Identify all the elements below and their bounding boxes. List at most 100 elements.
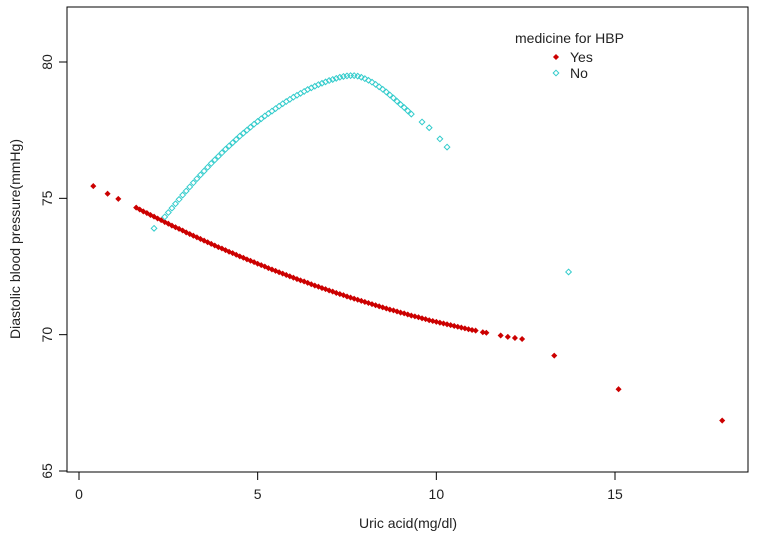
data-point: [204, 163, 212, 171]
data-point: [332, 74, 340, 82]
data-point: [368, 78, 376, 86]
data-point: [440, 320, 447, 327]
x-tick-label: 15: [607, 486, 623, 502]
data-point: [336, 73, 344, 81]
data-point: [354, 296, 361, 303]
data-point: [225, 142, 233, 150]
data-point: [375, 83, 383, 91]
data-point: [243, 256, 250, 263]
data-point: [390, 307, 397, 314]
data-point: [276, 269, 283, 276]
data-point: [318, 285, 326, 292]
data-point: [419, 315, 426, 322]
data-point: [254, 260, 261, 267]
data-point: [297, 89, 305, 97]
data-point: [239, 129, 247, 137]
data-point: [444, 321, 451, 328]
data-point: [418, 118, 426, 126]
data-point: [247, 123, 255, 131]
data-point: [233, 251, 240, 258]
data-point: [150, 224, 158, 232]
data-point: [282, 98, 290, 106]
data-point: [357, 73, 365, 81]
data-point: [551, 352, 558, 359]
data-point: [189, 179, 197, 187]
data-point: [229, 139, 237, 147]
legend-title: medicine for HBP: [515, 30, 624, 46]
legend-marker: [552, 69, 560, 77]
data-point: [361, 75, 369, 83]
data-point: [171, 200, 179, 208]
y-ticks: 65 70 75 80: [39, 54, 67, 479]
data-point: [479, 329, 486, 336]
x-axis: 0 5 10 15: [75, 471, 623, 502]
data-point: [382, 88, 390, 96]
x-tick-label: 10: [429, 486, 445, 502]
x-axis-title: Uric acid(mg/dl): [359, 515, 457, 531]
data-point: [221, 145, 230, 153]
data-point: [214, 152, 222, 160]
y-axis-title: Diastolic blood pressure(mmHg): [7, 139, 23, 339]
data-point: [304, 279, 311, 286]
data-point: [232, 135, 240, 143]
series-yes: [90, 183, 726, 424]
data-point: [411, 313, 418, 320]
y-axis: 65 70 75 80: [39, 54, 68, 479]
data-point: [325, 77, 333, 85]
data-point: [290, 274, 297, 281]
data-point: [407, 110, 415, 118]
data-point: [211, 156, 219, 164]
data-point: [329, 75, 337, 83]
data-point: [389, 94, 397, 102]
series-no: [150, 72, 573, 276]
data-point: [436, 135, 444, 143]
data-point: [397, 309, 404, 316]
data-point: [182, 187, 190, 195]
data-point: [519, 336, 526, 343]
data-point: [483, 329, 490, 336]
y-tick-label: 80: [39, 54, 55, 70]
data-point: [497, 332, 504, 339]
data-point: [168, 204, 176, 212]
data-point: [236, 132, 244, 140]
data-point: [404, 107, 412, 115]
data-point: [719, 417, 726, 424]
data-point: [386, 91, 394, 99]
data-point: [175, 195, 183, 203]
data-point: [90, 183, 97, 190]
data-point: [436, 319, 443, 326]
data-point: [393, 97, 401, 105]
plot-frame: [66, 6, 749, 473]
data-point: [300, 87, 308, 95]
data-point: [179, 191, 187, 199]
data-point: [243, 126, 251, 134]
y-tick-label: 75: [39, 190, 55, 206]
data-point: [361, 298, 368, 305]
data-point: [193, 175, 201, 183]
x-tick-label: 0: [75, 486, 83, 502]
data-point: [404, 311, 411, 318]
data-point: [425, 124, 433, 132]
data-point: [364, 76, 372, 84]
y-tick-label: 65: [39, 463, 55, 479]
legend-label: No: [570, 65, 588, 81]
data-point: [511, 334, 518, 341]
data-point: [472, 327, 479, 334]
data-point: [504, 333, 511, 340]
data-point: [218, 149, 226, 157]
legend-marker: [552, 53, 560, 61]
data-point: [289, 93, 297, 101]
data-point: [161, 213, 169, 221]
data-point: [200, 167, 208, 175]
data-point: [283, 271, 290, 278]
data-point: [293, 91, 301, 99]
data-point: [565, 268, 573, 276]
data-point: [379, 85, 387, 93]
x-ticks: 0 5 10 15: [75, 472, 623, 502]
data-point: [443, 143, 451, 151]
data-point: [368, 301, 376, 308]
data-point: [247, 257, 254, 264]
data-point: [615, 386, 622, 393]
